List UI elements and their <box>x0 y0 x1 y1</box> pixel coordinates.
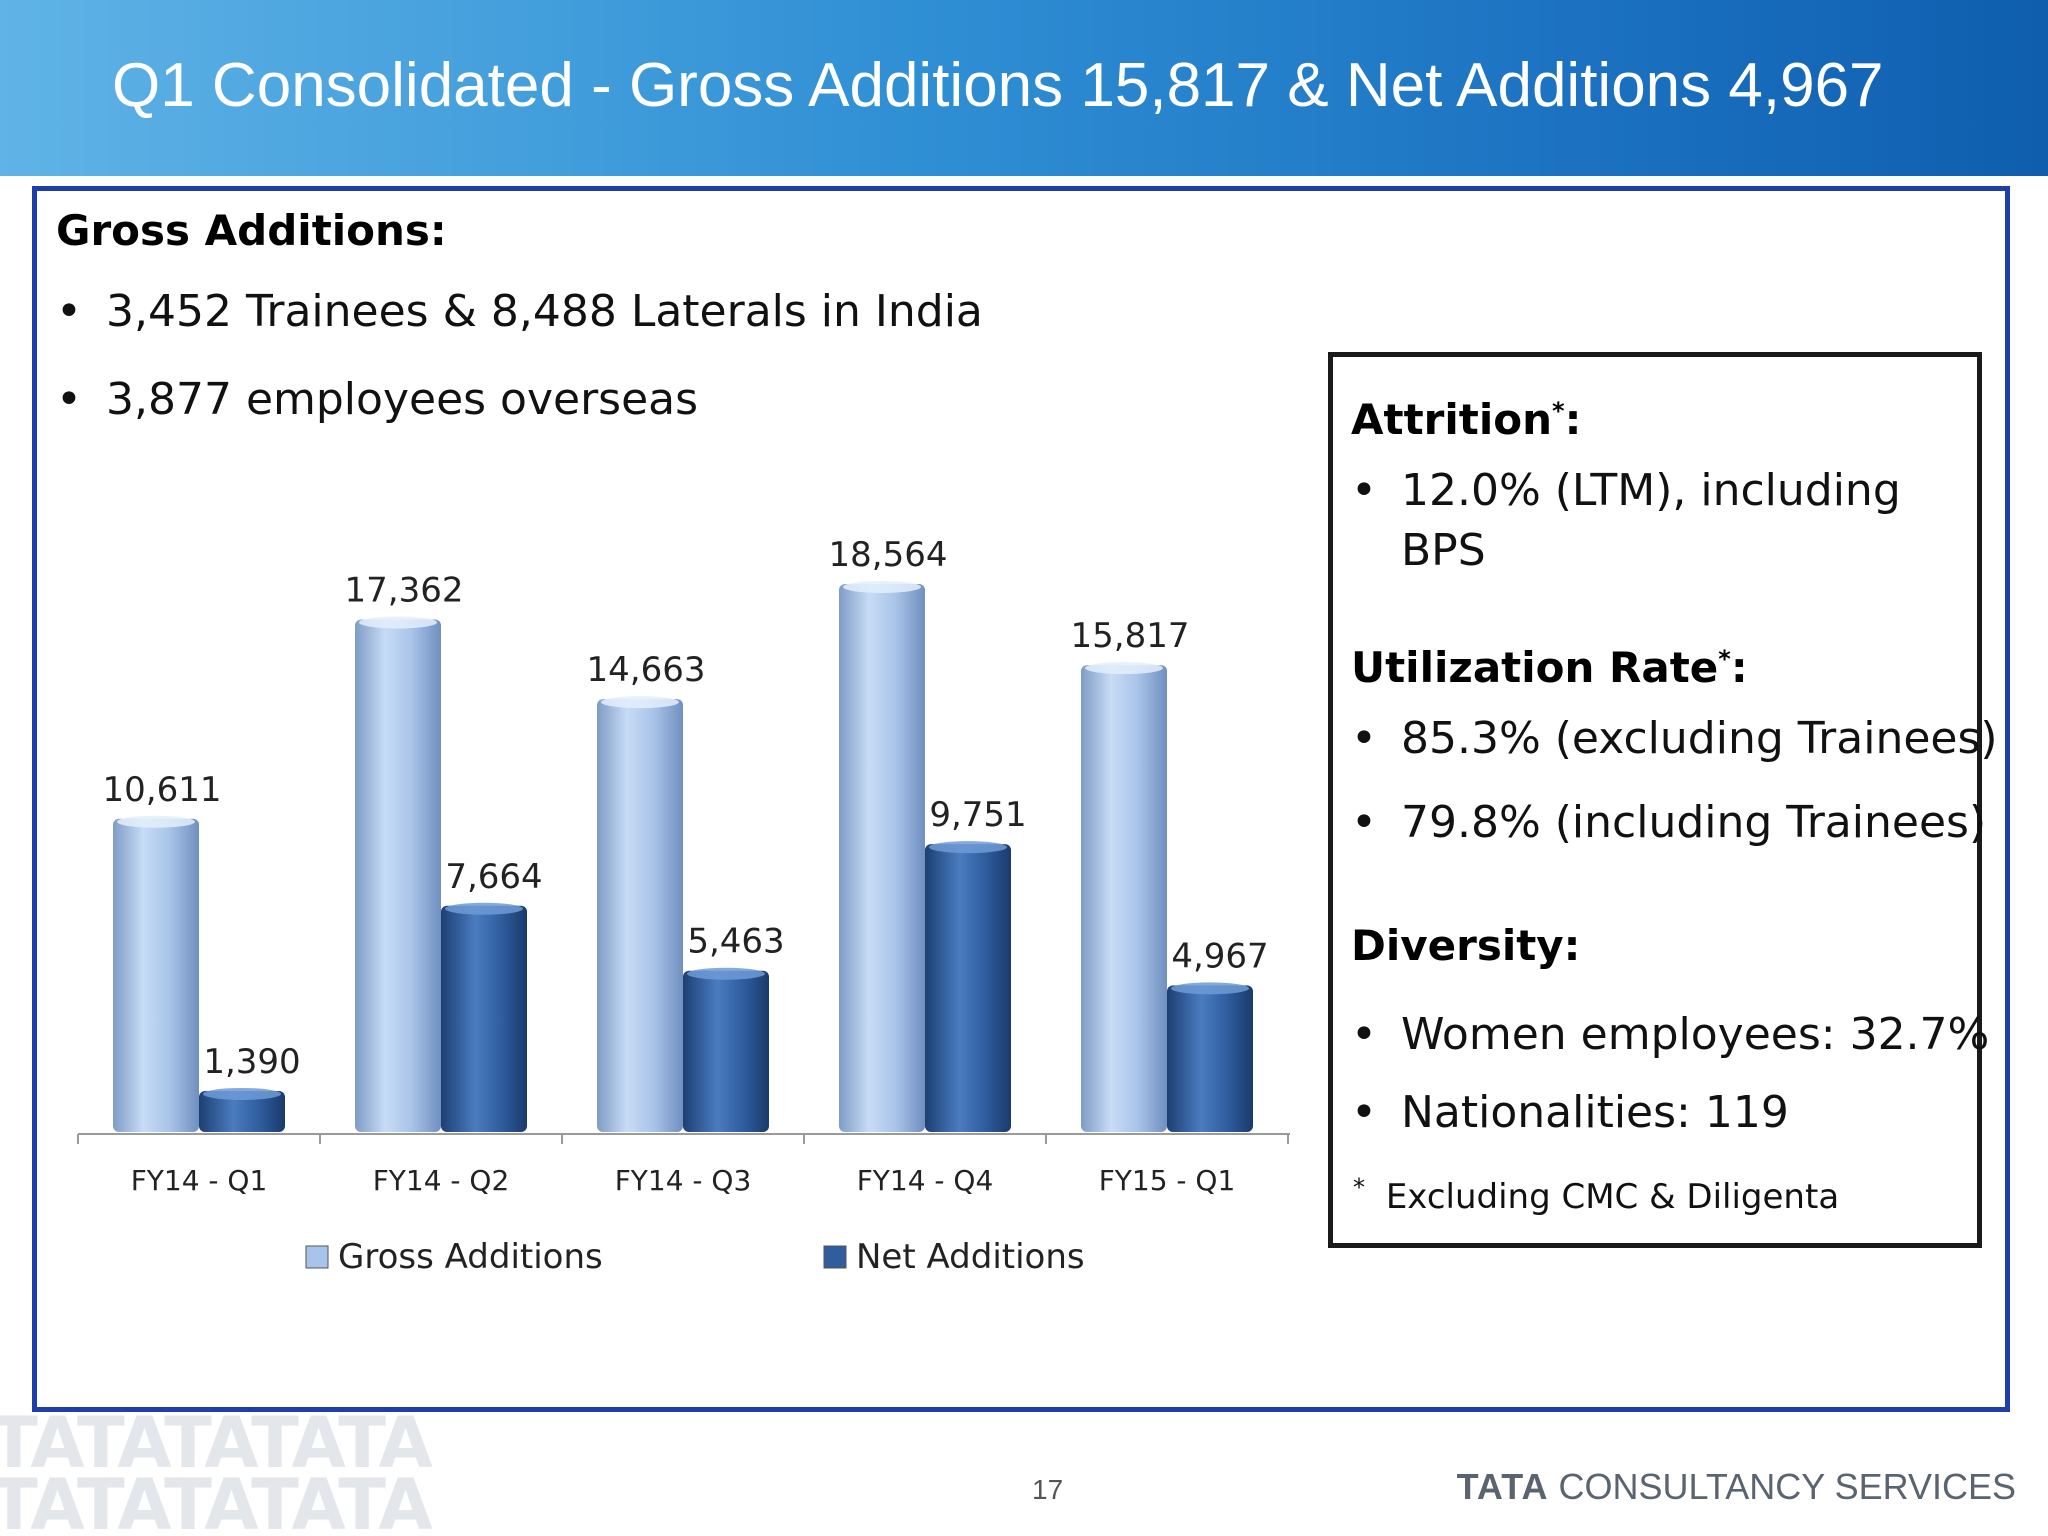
attrition-bullet-line2: BPS <box>1401 525 1486 576</box>
net-additions-bar <box>1167 985 1253 1132</box>
bar-highlight <box>843 581 921 593</box>
gross-additions-bar <box>839 584 925 1132</box>
gross-additions-bar <box>597 699 683 1132</box>
gross-data-label: 17,362 <box>345 570 464 610</box>
gross-additions-bar <box>355 619 441 1132</box>
bullet-dot: • <box>1351 1009 1377 1060</box>
gross-additions-heading: Gross Additions: <box>56 206 447 255</box>
bullet-dot: • <box>1351 1087 1377 1138</box>
net-additions-bar <box>441 905 527 1132</box>
legend-swatch-gross <box>305 1245 329 1269</box>
attrition-heading: Attrition*: <box>1351 395 1581 444</box>
utilization-asterisk: * <box>1718 645 1731 673</box>
bar-highlight <box>601 696 679 709</box>
bullet-dot: • <box>1351 465 1377 516</box>
diversity-bullet-1-text: Women employees: 32.7% <box>1401 1009 1990 1060</box>
bar-highlight <box>117 815 195 828</box>
utilization-colon: : <box>1730 643 1748 692</box>
attrition-heading-text: Attrition <box>1351 395 1552 444</box>
brand-bold: TATA <box>1456 1466 1549 1507</box>
tcs-brand-logo: TATA CONSULTANCY SERVICES <box>1457 1466 2016 1508</box>
legend-swatch-net <box>823 1245 847 1269</box>
bar-highlight <box>929 841 1007 854</box>
bullet-dot: • <box>1351 797 1377 848</box>
net-data-label: 7,664 <box>445 857 542 897</box>
bullet-dot: • <box>1351 713 1377 764</box>
headcount-bar-chart: 10,611 1,390 FY14 - Q1 17,362 7,664 FY14 - Q2… <box>77 535 1290 1277</box>
net-data-label: 4,967 <box>1171 936 1268 976</box>
attrition-bullet-line1: 12.0% (LTM), including <box>1401 465 1901 516</box>
gross-additions-bar <box>113 818 199 1132</box>
net-data-label: 5,463 <box>687 922 784 962</box>
utilization-heading: Utilization Rate*: <box>1351 643 1748 692</box>
footnote-asterisk: * <box>1353 1173 1365 1202</box>
net-additions-bar <box>199 1090 285 1132</box>
gross-additions-bar <box>1081 665 1167 1132</box>
bar-highlight <box>1085 662 1163 675</box>
net-data-label: 1,390 <box>203 1042 300 1082</box>
bar-highlight <box>359 616 437 629</box>
gross-data-label: 15,817 <box>1071 616 1190 656</box>
utilization-heading-text: Utilization Rate <box>1351 643 1719 692</box>
bar-highlight <box>1171 982 1249 995</box>
gross-data-label: 18,564 <box>829 535 948 575</box>
net-data-label: 9,751 <box>929 795 1026 835</box>
watermark-line-2: TATATATATA <box>0 1464 433 1536</box>
diversity-bullet-2-text: Nationalities: 119 <box>1401 1087 1789 1138</box>
watermark-line-1: TATATATATA <box>0 1412 433 1484</box>
footnote-text: Excluding CMC & Diligenta <box>1385 1177 1840 1217</box>
title-bar: Q1 Consolidated - Gross Additions 15,817… <box>0 0 2048 176</box>
gross-data-label: 10,611 <box>103 770 222 810</box>
legend-label-net: Net Additions <box>856 1237 1085 1277</box>
attrition-asterisk: * <box>1552 397 1565 425</box>
utilization-bullet-1-text: 85.3% (excluding Trainees) <box>1401 713 1998 764</box>
page-number: 17 <box>1032 1474 1064 1505</box>
bar-highlight <box>687 967 765 980</box>
x-category-label: FY14 - Q3 <box>615 1164 752 1197</box>
bullet-dot: • <box>56 374 82 425</box>
utilization-bullet-2-text: 79.8% (including Trainees) <box>1401 797 1987 848</box>
gross-data-label: 14,663 <box>587 650 706 690</box>
x-category-label: FY14 - Q2 <box>373 1164 510 1197</box>
attrition-colon: : <box>1564 395 1582 444</box>
legend-label-gross: Gross Additions <box>338 1237 603 1277</box>
slide-title: Q1 Consolidated - Gross Additions 15,817… <box>112 51 1884 120</box>
net-additions-bar <box>683 970 769 1132</box>
metrics-box: Attrition*: • 12.0% (LTM), including BPS… <box>1328 352 1998 1248</box>
x-category-label: FY15 - Q1 <box>1099 1164 1236 1197</box>
brand-rest: CONSULTANCY SERVICES <box>1558 1466 2016 1507</box>
bar-highlight <box>445 902 523 915</box>
x-category-label: FY14 - Q1 <box>131 1164 268 1197</box>
gross-bullet-2-text: 3,877 employees overseas <box>106 374 699 425</box>
x-category-label: FY14 - Q4 <box>857 1164 994 1197</box>
bullet-dot: • <box>56 286 82 337</box>
exclusion-footnote: * Excluding CMC & Diligenta <box>1353 1173 1840 1217</box>
gross-bullet-1-text: 3,452 Trainees & 8,488 Laterals in India <box>106 286 983 337</box>
bar-highlight <box>203 1087 281 1100</box>
tata-watermark-logo: TATATATATA TATATATATA <box>0 1412 510 1536</box>
diversity-heading: Diversity: <box>1351 921 1581 970</box>
net-additions-bar <box>925 844 1011 1132</box>
